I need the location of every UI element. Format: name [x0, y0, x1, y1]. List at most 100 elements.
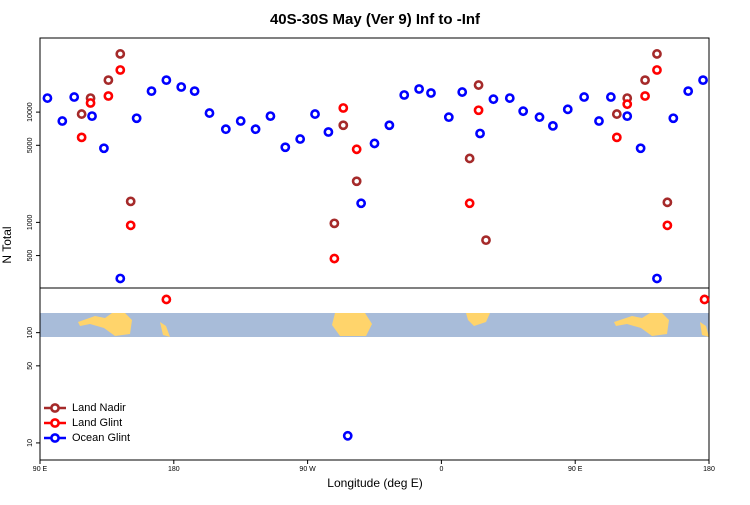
point — [473, 80, 484, 90]
point — [548, 120, 558, 131]
point — [115, 273, 126, 284]
point — [99, 143, 109, 154]
point — [473, 105, 484, 116]
point — [115, 65, 126, 75]
point — [662, 220, 673, 231]
legend-label: Ocean Glint — [72, 432, 130, 444]
x-tick-label: 180 — [703, 466, 715, 473]
point — [605, 92, 616, 102]
point — [103, 91, 114, 101]
point — [369, 138, 380, 149]
y-tick-label: 100 — [27, 327, 34, 339]
point — [662, 197, 673, 208]
point — [683, 86, 694, 97]
point — [622, 99, 633, 110]
point — [611, 132, 622, 143]
point — [356, 198, 367, 209]
y-tick-label: 500 — [27, 250, 34, 262]
point — [640, 75, 650, 86]
point — [131, 113, 142, 124]
point — [414, 84, 424, 94]
point — [342, 430, 353, 441]
point — [280, 142, 291, 153]
point — [338, 103, 349, 113]
point — [250, 124, 261, 135]
point — [76, 109, 87, 119]
point — [622, 111, 633, 122]
point — [699, 294, 710, 305]
point — [457, 87, 468, 97]
point — [504, 93, 515, 103]
point — [652, 273, 662, 284]
y-tick-label: 5000 — [27, 137, 34, 153]
point — [594, 116, 604, 126]
point — [189, 86, 200, 97]
y-axis-label: N Total — [0, 226, 14, 263]
y-tick-label: 1000 — [27, 214, 34, 230]
x-axis-label: Longitude (deg E) — [327, 476, 422, 490]
y-tick-label: 10000 — [27, 102, 34, 122]
point — [57, 116, 68, 126]
point — [176, 82, 187, 92]
point — [611, 109, 622, 119]
point — [87, 111, 97, 122]
point — [668, 113, 679, 124]
point — [125, 220, 136, 231]
point — [125, 196, 136, 207]
point — [85, 98, 96, 108]
point — [103, 75, 114, 86]
point — [481, 235, 491, 246]
point — [534, 112, 545, 123]
y-tick-label: 50 — [27, 362, 34, 370]
plot-frame — [39, 37, 710, 461]
legend-marker — [50, 418, 60, 428]
point — [384, 120, 395, 131]
point — [329, 253, 340, 264]
x-tick-label: 90 E — [568, 466, 583, 473]
map-strip — [40, 313, 709, 337]
y-tick-label: 10 — [27, 439, 34, 447]
point — [443, 112, 454, 123]
point — [426, 88, 436, 98]
point — [220, 124, 231, 135]
point — [562, 104, 573, 115]
legend-label: Land Glint — [72, 417, 122, 429]
point — [161, 294, 172, 305]
point — [464, 198, 475, 209]
point — [235, 116, 246, 126]
point — [475, 128, 485, 139]
point — [518, 106, 529, 117]
point — [69, 92, 80, 102]
point — [310, 109, 320, 119]
point — [204, 108, 215, 118]
legend-label: Land Nadir — [72, 402, 126, 414]
point — [488, 94, 499, 105]
legend-marker — [50, 433, 60, 443]
point — [323, 127, 334, 137]
x-tick-label: 90 W — [299, 466, 316, 473]
x-tick-label: 180 — [168, 466, 180, 473]
legend-marker — [50, 403, 60, 413]
point — [652, 65, 662, 75]
point — [76, 132, 87, 143]
point — [146, 86, 157, 97]
point — [579, 92, 590, 102]
point — [652, 49, 662, 59]
chart-title: 40S-30S May (Ver 9) Inf to -Inf — [270, 11, 481, 28]
point — [464, 153, 475, 164]
point — [640, 91, 650, 101]
point — [635, 143, 646, 154]
point — [265, 111, 276, 122]
x-tick-label: 90 E — [33, 466, 48, 473]
point — [351, 176, 362, 187]
point — [329, 218, 340, 229]
point — [295, 134, 306, 144]
point — [351, 144, 362, 155]
point — [399, 90, 410, 100]
x-tick-label: 0 — [439, 466, 443, 473]
point — [338, 120, 349, 131]
point — [115, 49, 126, 59]
point — [42, 93, 53, 103]
point — [161, 75, 172, 86]
